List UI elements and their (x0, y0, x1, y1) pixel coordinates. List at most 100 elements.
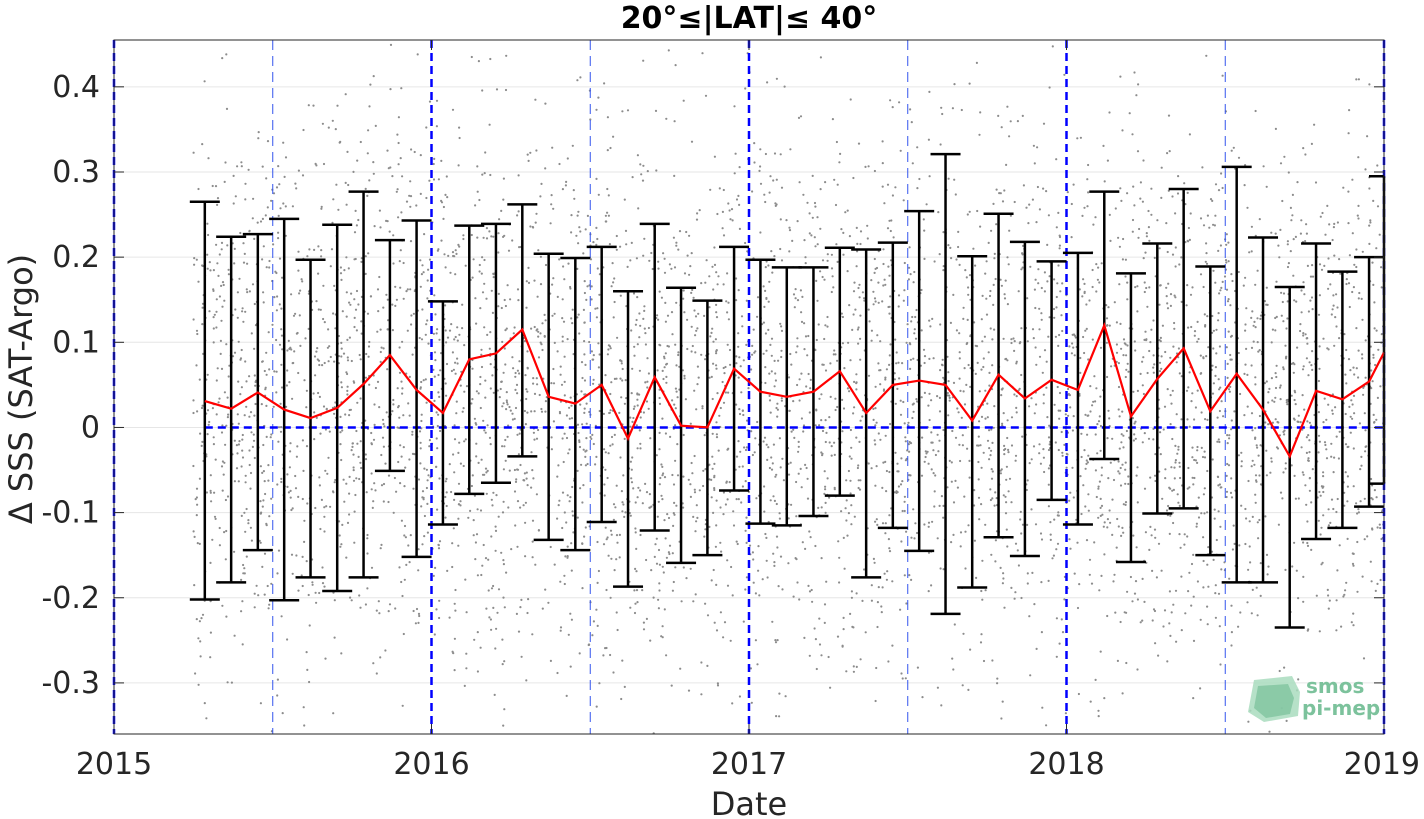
scatter-point (1139, 621, 1142, 624)
scatter-point (818, 643, 822, 646)
scatter-point (991, 441, 994, 444)
scatter-point (830, 445, 833, 448)
scatter-point (916, 531, 919, 535)
scatter-point (773, 255, 776, 258)
scatter-point (857, 326, 860, 329)
scatter-point (996, 682, 999, 685)
scatter-point (1107, 306, 1110, 309)
scatter-point (1229, 304, 1232, 307)
scatter-point (587, 643, 590, 647)
scatter-point (337, 208, 340, 211)
scatter-point (1119, 484, 1123, 487)
scatter-point (415, 607, 419, 611)
scatter-point (232, 202, 235, 205)
scatter-point (1040, 631, 1043, 634)
scatter-point (290, 348, 293, 351)
scatter-point (984, 417, 987, 420)
scatter-point (730, 565, 733, 569)
scatter-point (1001, 582, 1005, 585)
scatter-point (277, 426, 281, 429)
scatter-point (505, 54, 508, 57)
scatter-point (1253, 463, 1256, 466)
scatter-point (700, 353, 703, 356)
scatter-point (642, 317, 645, 320)
scatter-point (241, 449, 244, 452)
scatter-point (657, 267, 660, 270)
scatter-point (983, 335, 987, 338)
scatter-point (682, 297, 685, 300)
scatter-point (473, 494, 476, 497)
scatter-point (251, 283, 255, 286)
scatter-point (1085, 462, 1088, 465)
scatter-point (744, 480, 747, 483)
scatter-point (253, 302, 256, 306)
scatter-point (581, 501, 584, 504)
scatter-point (1040, 538, 1044, 541)
scatter-point (686, 318, 689, 321)
scatter-point (592, 358, 595, 361)
scatter-point (788, 409, 791, 412)
scatter-point (788, 226, 791, 229)
scatter-point (514, 375, 517, 378)
scatter-point (1089, 385, 1092, 388)
scatter-point (1319, 533, 1322, 536)
scatter-point (398, 566, 401, 569)
scatter-point (216, 367, 219, 370)
scatter-point (394, 285, 397, 288)
scatter-point (594, 307, 597, 310)
scatter-point (479, 646, 482, 649)
scatter-point (1247, 720, 1250, 723)
scatter-point (891, 580, 894, 583)
scatter-point (805, 466, 808, 470)
scatter-point (633, 611, 637, 615)
scatter-point (340, 381, 343, 384)
scatter-point (907, 421, 910, 424)
scatter-point (1295, 300, 1298, 303)
scatter-point (708, 463, 711, 466)
scatter-point (254, 402, 257, 406)
scatter-point (1116, 659, 1119, 663)
scatter-point (504, 88, 508, 92)
scatter-point (727, 202, 730, 205)
scatter-point (1052, 307, 1056, 311)
scatter-point (777, 359, 780, 362)
scatter-point (318, 476, 321, 479)
scatter-point (675, 364, 678, 367)
scatter-point (804, 335, 808, 338)
scatter-point (331, 119, 334, 122)
scatter-point (1028, 203, 1031, 206)
scatter-point (969, 648, 972, 651)
scatter-point (244, 481, 247, 484)
scatter-point (631, 420, 634, 423)
scatter-point (1005, 465, 1009, 468)
scatter-point (510, 548, 513, 551)
scatter-point (198, 378, 201, 381)
scatter-point (583, 379, 587, 382)
scatter-point (517, 630, 521, 633)
scatter-point (1218, 292, 1221, 295)
scatter-point (1122, 434, 1125, 437)
scatter-point (385, 293, 388, 296)
scatter-point (1344, 373, 1347, 376)
scatter-point (327, 360, 330, 363)
scatter-point (550, 194, 553, 197)
scatter-point (583, 280, 586, 283)
scatter-point (993, 257, 996, 260)
scatter-point (1217, 510, 1220, 513)
scatter-point (1001, 387, 1004, 390)
scatter-point (1154, 474, 1157, 477)
scatter-point (1199, 273, 1203, 276)
scatter-point (1318, 367, 1321, 370)
scatter-point (1305, 232, 1308, 235)
scatter-point (485, 297, 488, 300)
scatter-point (317, 245, 320, 248)
scatter-point (910, 578, 913, 582)
scatter-point (459, 500, 462, 503)
scatter-point (1310, 424, 1313, 427)
scatter-point (428, 439, 431, 442)
scatter-point (1136, 501, 1139, 504)
scatter-point (1084, 467, 1087, 470)
scatter-point (394, 304, 397, 307)
scatter-point (1258, 218, 1261, 221)
scatter-point (715, 303, 718, 306)
